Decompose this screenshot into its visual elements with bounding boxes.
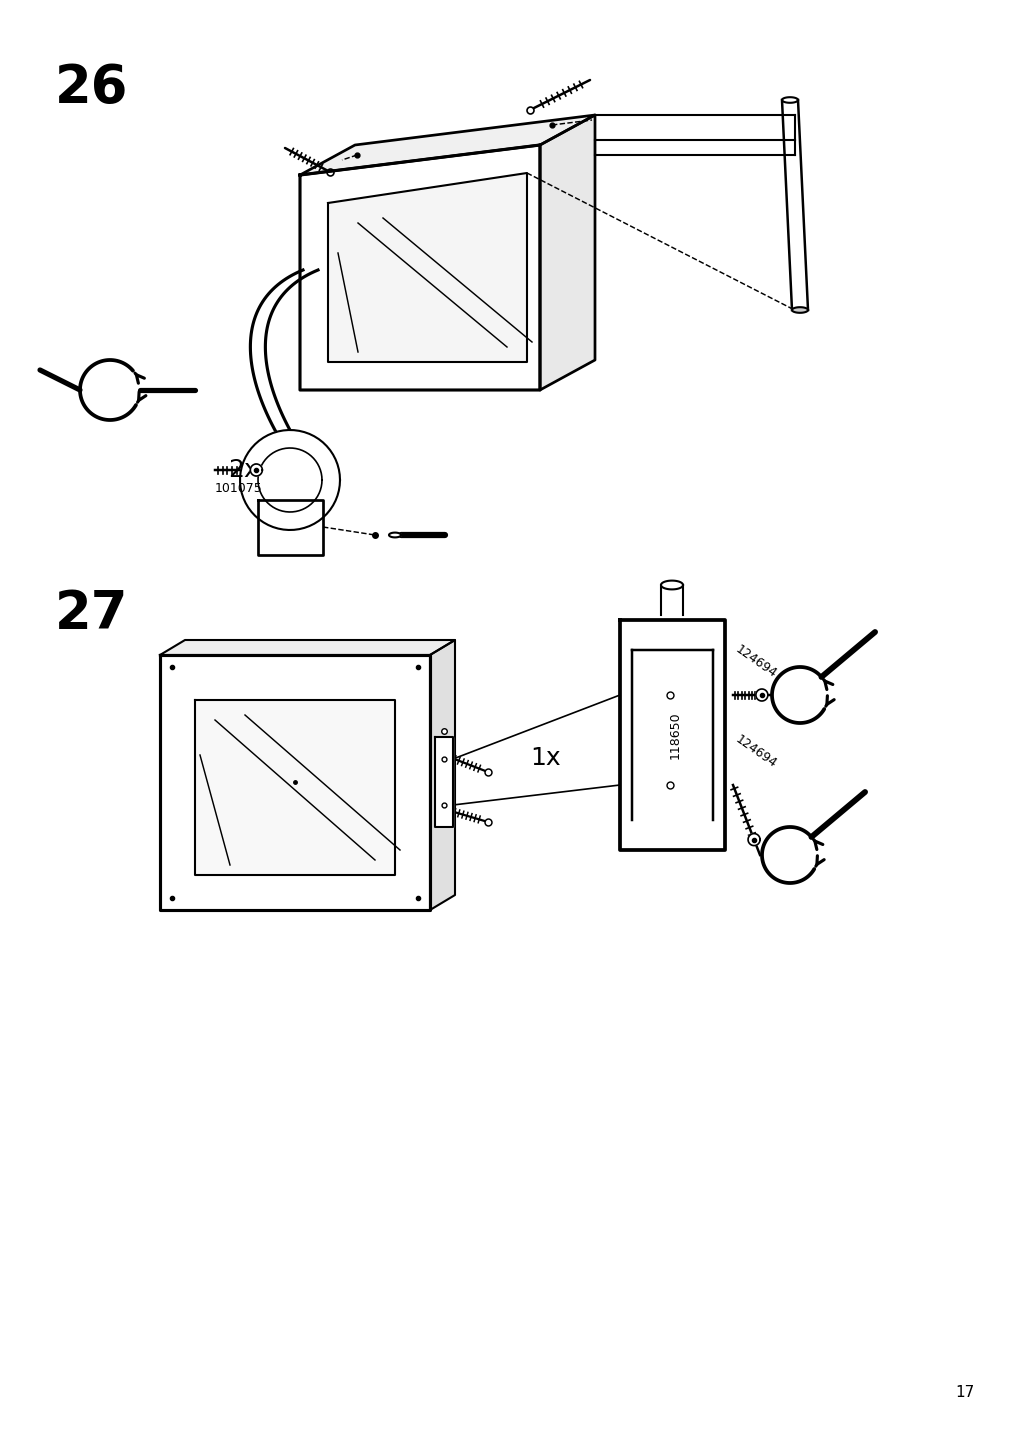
Text: 17: 17 — [954, 1385, 974, 1400]
Polygon shape — [299, 145, 540, 390]
Polygon shape — [388, 533, 400, 537]
Polygon shape — [258, 500, 323, 556]
Polygon shape — [160, 640, 455, 654]
Text: 124694: 124694 — [732, 733, 778, 770]
Text: 118650: 118650 — [668, 712, 680, 759]
Polygon shape — [660, 586, 682, 614]
Text: 101075: 101075 — [214, 483, 263, 495]
Text: 1x: 1x — [530, 746, 560, 770]
Polygon shape — [755, 689, 767, 702]
Polygon shape — [250, 464, 262, 475]
Polygon shape — [328, 173, 527, 362]
Polygon shape — [540, 115, 594, 390]
Text: 26: 26 — [55, 62, 128, 115]
Polygon shape — [195, 700, 394, 875]
Polygon shape — [299, 115, 594, 175]
Text: 124694: 124694 — [732, 643, 778, 682]
Text: 27: 27 — [55, 589, 128, 640]
Text: 2x: 2x — [227, 458, 259, 483]
Polygon shape — [792, 308, 807, 312]
Polygon shape — [747, 833, 759, 845]
Polygon shape — [620, 620, 724, 851]
Polygon shape — [430, 640, 455, 909]
Polygon shape — [435, 737, 453, 828]
Polygon shape — [160, 654, 430, 909]
Polygon shape — [240, 430, 340, 530]
